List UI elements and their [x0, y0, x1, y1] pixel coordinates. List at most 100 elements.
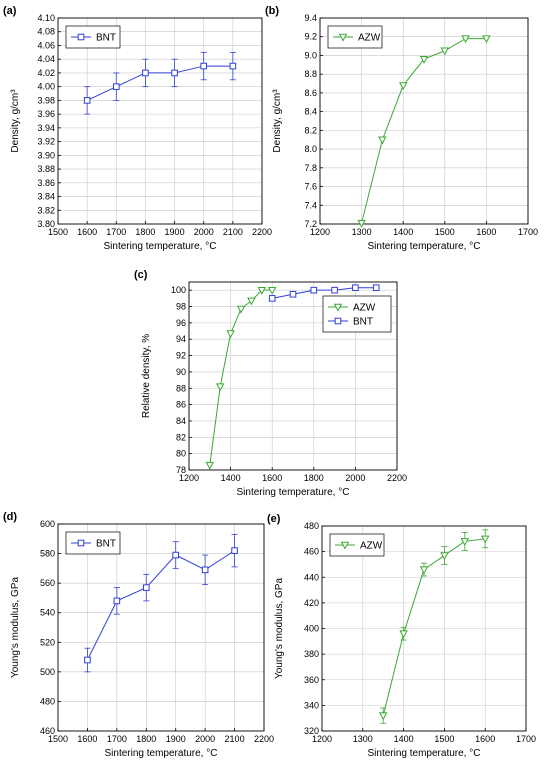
x-tick-label: 1800	[304, 473, 324, 483]
y-tick-label: 9.2	[304, 32, 317, 42]
series-line	[272, 287, 377, 299]
legend-label: BNT	[353, 317, 373, 328]
data-point	[231, 547, 238, 554]
data-point	[229, 62, 237, 70]
y-tick-label: 86	[176, 400, 186, 410]
y-tick-label: 98	[176, 302, 186, 312]
y-tick-label: 480	[304, 521, 319, 531]
x-tick-label: 1400	[393, 227, 413, 237]
y-tick-label: 96	[176, 318, 186, 328]
x-tick-label: 1500	[48, 734, 68, 744]
data-point	[352, 284, 359, 292]
y-tick-label: 3.84	[37, 192, 55, 202]
y-tick-label: 4.04	[37, 54, 55, 64]
y-tick-label: 3.92	[37, 137, 55, 147]
y-tick-label: 4.10	[37, 13, 55, 23]
plot-frame	[57, 17, 263, 225]
y-tick-label: 82	[176, 432, 186, 442]
y-tick-label: 3.90	[37, 150, 55, 160]
legend: AZW BNT	[322, 295, 392, 333]
x-tick-label: 2100	[225, 734, 245, 744]
y-tick-label: 100	[171, 285, 186, 295]
y-tick-label: 8.6	[304, 88, 317, 98]
y-tick-label: 8.8	[304, 69, 317, 79]
series-azw	[357, 35, 491, 228]
legend-label: AZW	[353, 303, 376, 314]
data-point	[378, 712, 388, 721]
series-line	[86, 550, 235, 661]
x-tick-label: 1600	[262, 473, 282, 483]
y-tick-label: 4.00	[37, 82, 55, 92]
data-point	[398, 82, 408, 91]
x-tick-label: 2000	[345, 473, 365, 483]
legend-marker	[340, 541, 350, 550]
data-point	[419, 55, 429, 64]
legend-box	[329, 533, 385, 557]
y-tick-label: 8.4	[304, 107, 317, 117]
data-point	[372, 284, 380, 292]
legend-label: AZW	[358, 33, 381, 44]
data-point	[440, 552, 449, 561]
data-point	[83, 97, 91, 104]
y-tick-label: 7.2	[304, 219, 317, 229]
x-tick-label: 1500	[48, 227, 68, 237]
x-tick-label: 1200	[312, 734, 332, 744]
data-point	[460, 538, 470, 546]
legend-label: BNT	[96, 539, 116, 550]
x-tick-label: 2000	[194, 227, 214, 237]
legend-label: AZW	[360, 541, 383, 552]
y-tick-label: 360	[304, 675, 319, 685]
series-azw	[378, 529, 490, 724]
data-point	[419, 566, 429, 575]
y-tick-label: 4.08	[37, 27, 55, 37]
data-point	[200, 62, 208, 70]
x-tick-label: 1600	[476, 227, 496, 237]
x-tick-label: 1600	[475, 734, 495, 744]
x-tick-label: 2200	[252, 227, 272, 237]
y-tick-label: 480	[40, 696, 55, 706]
y-tick-label: 7.6	[304, 182, 317, 192]
legend-box	[327, 25, 383, 49]
y-tick-label: 420	[304, 598, 319, 608]
x-tick-label: 1400	[221, 473, 241, 483]
data-point	[236, 305, 246, 314]
y-tick-label: 88	[176, 383, 186, 393]
data-point	[113, 597, 121, 605]
x-tick-label: 1600	[77, 734, 97, 744]
x-tick-label: 1800	[136, 734, 156, 744]
y-tick-label: 340	[304, 700, 319, 710]
y-tick-label: 7.8	[304, 163, 317, 173]
x-tick-label: 2200	[254, 734, 274, 744]
plot-frame	[188, 281, 398, 471]
y-tick-label: 3.88	[37, 164, 55, 174]
data-point	[268, 295, 276, 302]
series-line	[361, 38, 487, 224]
legend-box	[65, 25, 121, 49]
x-axis-title: Sintering temperature, °C	[237, 487, 350, 498]
legend: BNT	[65, 25, 121, 49]
data-point	[226, 330, 235, 339]
chart-panel-4: (d) 1500 1600 1700 1800 1900 2000 2100 2200 460 48…	[3, 511, 274, 759]
data-point	[215, 383, 225, 392]
y-tick-label: 400	[304, 624, 319, 634]
y-axis-title: Relative density, %	[141, 334, 152, 418]
x-tick-label: 1500	[435, 227, 455, 237]
data-point	[257, 286, 267, 295]
data-point	[378, 136, 387, 145]
x-tick-label: 1900	[165, 227, 185, 237]
data-point	[399, 630, 408, 639]
x-tick-label: 1700	[107, 734, 127, 744]
legend-box	[322, 295, 392, 333]
series-line	[382, 538, 486, 716]
x-tick-label: 1800	[135, 227, 155, 237]
data-point	[172, 551, 180, 559]
legend: BNT	[65, 531, 121, 555]
x-tick-label: 1900	[166, 734, 186, 744]
y-tick-label: 540	[40, 608, 55, 618]
y-tick-label: 320	[304, 726, 319, 736]
y-tick-label: 3.94	[37, 123, 55, 133]
y-tick-label: 3.80	[37, 219, 55, 229]
legend: AZW	[329, 533, 385, 557]
y-tick-label: 3.98	[37, 95, 55, 105]
